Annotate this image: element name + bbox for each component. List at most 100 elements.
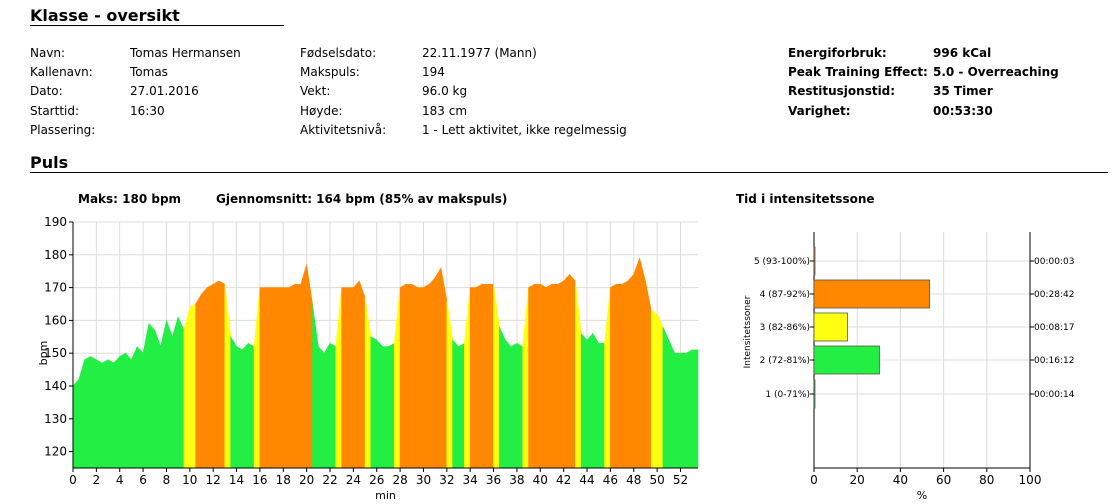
pulse-segment: [399, 283, 407, 469]
pulse-segment: [207, 283, 214, 469]
pulse-segment: [84, 355, 91, 469]
pulse-segment: [557, 280, 564, 469]
pulse-segment: [493, 284, 500, 469]
pulse-segment: [423, 283, 430, 469]
pulse-segment: [604, 287, 611, 469]
pulse-segment: [148, 322, 156, 469]
x-tick-label: 20: [299, 473, 314, 487]
pulse-segment: [645, 280, 652, 469]
zone-bar: [813, 312, 848, 342]
pulse-segment: [306, 264, 313, 469]
x-tick-label: 0: [69, 473, 77, 487]
pulse-segment: [446, 300, 453, 469]
x-tick-label: 42: [556, 473, 571, 487]
title-underline: [30, 25, 284, 26]
pulse-segment: [171, 317, 179, 469]
zone-category-label: 2 (72-81%): [760, 356, 810, 366]
info-label: Starttid:: [30, 104, 80, 118]
x-tick-label: 46: [603, 473, 618, 487]
pulse-segment: [633, 257, 640, 469]
pulse-segment: [125, 352, 132, 469]
x-tick-label: 0: [810, 473, 818, 487]
pulse-segment: [551, 284, 559, 469]
pulse-segment: [160, 320, 167, 469]
pulse-segment: [131, 346, 138, 469]
info-label: Energiforbruk:: [788, 46, 887, 60]
info-value: 22.11.1977 (Mann): [422, 46, 537, 60]
pulse-segment: [253, 287, 261, 469]
pulse-segment: [236, 346, 243, 469]
pulse-segment: [598, 343, 605, 469]
zone-bar: [813, 379, 816, 409]
pulse-segment: [189, 303, 196, 469]
pulse-segment: [621, 280, 629, 469]
info-label: Dato:: [30, 84, 63, 98]
pulse-segment: [113, 355, 121, 469]
x-tick-label: 18: [276, 473, 291, 487]
zone-duration-label: 00:00:03: [1034, 257, 1074, 267]
zone-duration-label: 00:00:14: [1034, 390, 1075, 400]
pulse-segment: [417, 287, 424, 469]
pulse-segment: [282, 287, 290, 469]
pulse-segment: [230, 335, 237, 469]
zone-category-label: 4 (87-92%): [760, 290, 810, 300]
section-underline: [30, 172, 1108, 173]
x-tick-label: 8: [163, 473, 171, 487]
zone-duration-label: 00:08:17: [1034, 323, 1074, 333]
pulse-segment: [592, 332, 600, 469]
info-label: Plassering:: [30, 123, 96, 137]
pulse-segment: [119, 352, 126, 469]
pulse-segment: [510, 342, 518, 469]
pulse-segment: [499, 326, 506, 469]
pulse-segment: [393, 287, 401, 469]
pulse-segment: [323, 342, 331, 469]
pulse-segment: [259, 287, 267, 469]
x-tick-label: 44: [579, 473, 594, 487]
pulse-segment: [627, 273, 635, 469]
page-title: Klasse - oversikt: [30, 6, 180, 25]
pulse-segment: [277, 287, 284, 469]
info-value: 00:53:30: [933, 104, 993, 118]
pulse-segment: [107, 359, 115, 469]
section-title-puls: Puls: [30, 153, 69, 172]
avg-pulse-label: Gjennomsnitt: 164 bpm (85% av makspuls): [216, 192, 508, 206]
max-pulse-label: Maks: 180 bpm: [78, 192, 182, 206]
pulse-segment: [318, 345, 325, 469]
pulse-segment: [201, 286, 208, 469]
zone-duration-label: 00:16:12: [1034, 356, 1074, 366]
pulse-segment: [522, 287, 529, 469]
pulse-segment: [370, 336, 378, 469]
x-tick-label: 10: [182, 473, 197, 487]
pulse-segment: [382, 346, 389, 469]
info-label: Peak Training Effect:: [788, 65, 928, 79]
x-tick-label: 12: [206, 473, 221, 487]
pulse-segment: [610, 283, 617, 469]
info-label: Makspuls:: [300, 65, 360, 79]
x-tick-label: 14: [229, 473, 244, 487]
info-value: 1 - Lett aktivitet, ikke regelmessig: [422, 123, 627, 137]
info-label: Aktivitetsnivå:: [300, 123, 387, 137]
zone-category-label: 1 (0-71%): [765, 390, 810, 400]
x-tick-label: 26: [369, 473, 384, 487]
pulse-segment: [136, 345, 144, 469]
pulse-segment: [347, 287, 354, 469]
info-label: Varighet:: [788, 104, 851, 118]
pulse-segment: [469, 287, 477, 469]
info-label: Fødselsdato:: [300, 46, 377, 60]
pulse-segment: [575, 281, 582, 469]
pulse-segment: [674, 352, 681, 469]
x-tick-label: 4: [116, 473, 124, 487]
pulse-segment: [475, 283, 483, 469]
pulse-segment: [242, 342, 249, 469]
x-tick-label: 80: [979, 473, 994, 487]
pulse-segment: [142, 323, 150, 469]
pulse-segment: [691, 349, 699, 469]
pulse-segment: [586, 332, 594, 469]
y-tick-label: 170: [44, 281, 67, 295]
pulse-segment: [563, 273, 570, 469]
x-tick-label: 40: [893, 473, 908, 487]
info-label: Kallenavn:: [30, 65, 93, 79]
zones-title: Tid i intensitetssone: [736, 192, 875, 206]
pulse-segment: [668, 339, 675, 469]
